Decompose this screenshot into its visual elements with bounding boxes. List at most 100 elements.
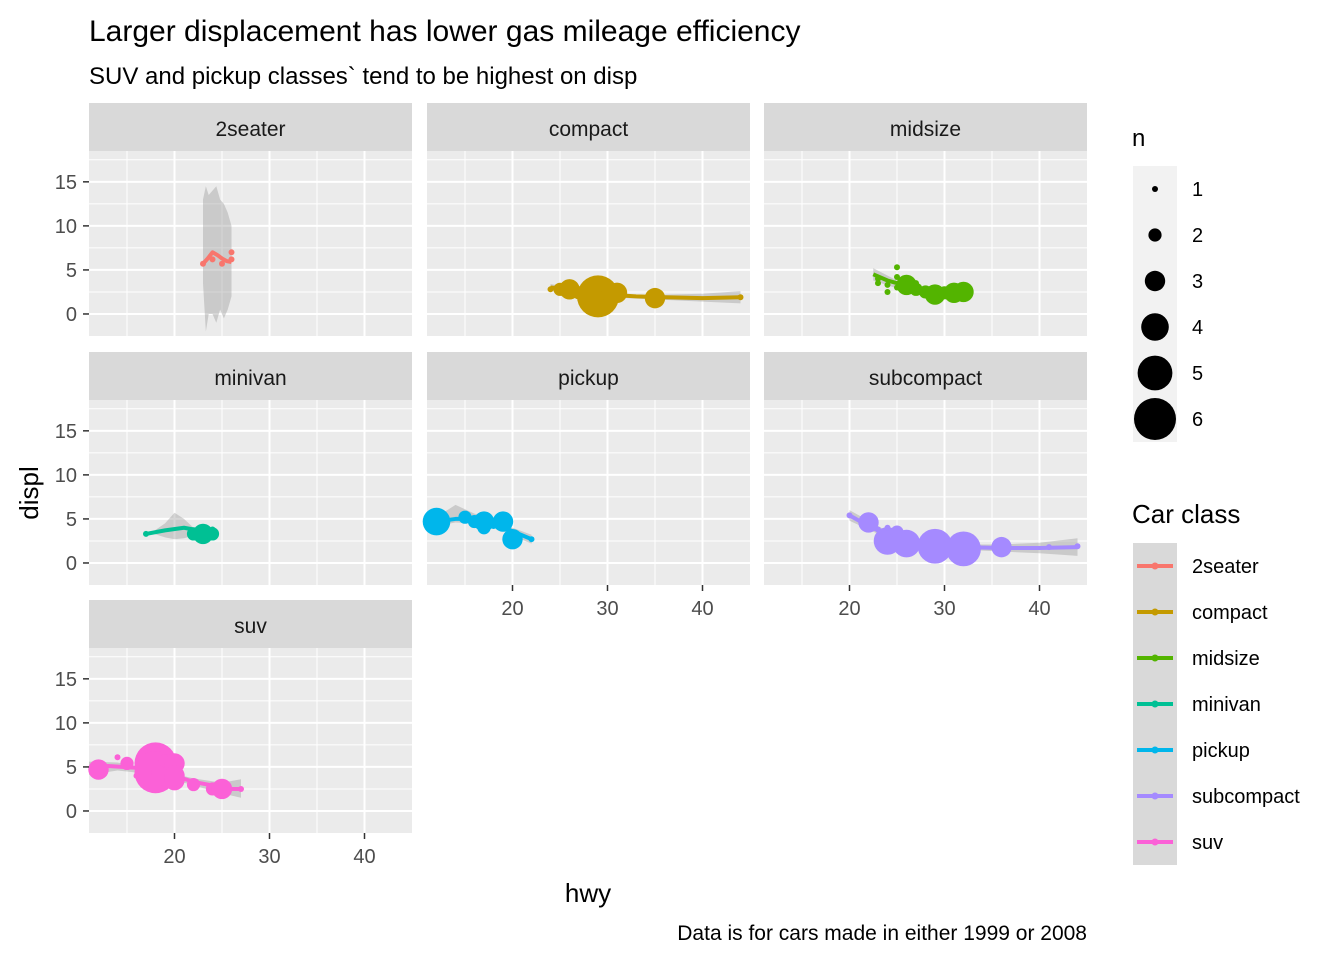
size-legend: n 1 2 3 4 5 6	[1132, 125, 1203, 442]
data-point	[875, 280, 881, 287]
smooth-line	[201, 250, 232, 266]
data-point	[120, 756, 134, 771]
data-point	[846, 512, 853, 519]
data-point	[737, 294, 744, 301]
data-point	[500, 525, 506, 532]
x-tick-label: 20	[501, 598, 523, 620]
y-tick-label: 0	[66, 304, 77, 326]
data-point	[502, 528, 523, 550]
y-axis-label: displ	[14, 466, 44, 519]
y-tick-label: 5	[66, 757, 77, 779]
color-legend-point	[1151, 838, 1159, 846]
data-point	[577, 275, 619, 318]
color-legend-point	[1151, 562, 1159, 570]
size-legend-point	[1137, 355, 1173, 391]
size-legend-label: 3	[1192, 271, 1203, 293]
confidence-band	[849, 510, 1078, 556]
data-point	[228, 256, 235, 263]
data-point	[894, 526, 900, 533]
x-tick-label: 40	[691, 598, 713, 620]
data-point	[422, 507, 451, 536]
chart-subtitle: SUV and pickup classes` tend to be highe…	[89, 63, 637, 90]
data-point	[209, 533, 216, 540]
size-legend-label: 6	[1192, 409, 1203, 431]
data-point	[1046, 544, 1052, 551]
data-point	[238, 785, 244, 792]
data-point	[211, 778, 233, 800]
facet-panel-midsize: midsize	[764, 103, 1087, 336]
data-point	[884, 288, 891, 295]
data-point	[884, 524, 891, 531]
data-point	[606, 282, 628, 304]
color-legend-label: suv	[1192, 832, 1223, 854]
size-legend-title: n	[1132, 125, 1145, 152]
data-point	[894, 264, 900, 271]
data-point	[1074, 543, 1081, 550]
color-legend-label: compact	[1192, 602, 1268, 624]
data-point	[209, 526, 216, 533]
x-tick-label: 20	[163, 846, 185, 868]
y-tick-label: 10	[55, 465, 77, 487]
y-tick-label: 15	[55, 172, 77, 194]
color-legend-label: pickup	[1192, 740, 1250, 762]
color-legend-label: 2seater	[1192, 556, 1259, 578]
size-legend-point	[1152, 186, 1158, 192]
facet-panels: 2seater 0 5 10 15 compact midsize minivan 0 5 10 15…	[55, 103, 1087, 868]
data-point	[917, 528, 953, 564]
color-legend: Car class 2seater compact midsize minivan pic…	[1132, 499, 1300, 865]
confidence-band	[89, 761, 241, 798]
facet-strip-label: midsize	[890, 118, 961, 141]
size-legend-label: 1	[1192, 179, 1203, 201]
data-point	[892, 529, 921, 558]
data-point	[953, 281, 974, 303]
color-legend-point	[1151, 792, 1159, 800]
data-point	[644, 287, 666, 309]
size-legend-point	[1148, 228, 1162, 242]
data-point	[991, 536, 1012, 558]
data-point	[528, 536, 535, 543]
facet-panel-minivan: minivan 0 5 10 15	[55, 352, 412, 585]
y-tick-label: 10	[55, 713, 77, 735]
data-point	[903, 275, 910, 282]
data-point	[133, 772, 140, 779]
color-legend-label: subcompact	[1192, 786, 1300, 808]
y-tick-label: 10	[55, 216, 77, 238]
color-legend-point	[1151, 746, 1159, 754]
y-tick-label: 0	[66, 801, 77, 823]
chart-caption: Data is for cars made in either 1999 or …	[677, 922, 1087, 945]
data-point	[492, 511, 514, 532]
x-tick-label: 30	[258, 846, 280, 868]
color-legend-point	[1151, 608, 1159, 616]
size-legend-label: 2	[1192, 225, 1203, 247]
facet-panel-pickup: pickup 20 30 40	[422, 352, 750, 620]
facet-strip	[764, 352, 1087, 400]
data-point	[477, 521, 491, 535]
y-tick-label: 15	[55, 669, 77, 691]
facet-strip-label: pickup	[558, 367, 619, 390]
facet-strip-label: compact	[549, 118, 629, 141]
facet-strip-label: 2seater	[215, 118, 285, 141]
facet-strip	[427, 352, 750, 400]
facet-strip	[764, 103, 1087, 151]
facet-strip	[89, 103, 412, 151]
data-point	[875, 275, 881, 282]
data-point	[200, 260, 206, 267]
data-point	[932, 284, 938, 291]
data-point	[164, 765, 185, 786]
confidence-band	[203, 186, 232, 332]
facet-strip-label: subcompact	[869, 367, 982, 390]
facet-strip-label: suv	[234, 615, 267, 638]
x-tick-label: 40	[353, 846, 375, 868]
facet-strip-label: minivan	[214, 367, 286, 390]
data-point	[192, 523, 214, 545]
data-point	[200, 526, 206, 533]
data-point	[209, 256, 216, 263]
x-axis-label: hwy	[565, 878, 611, 908]
size-legend-point	[1144, 270, 1166, 292]
data-point	[894, 273, 900, 280]
data-point	[884, 281, 891, 288]
data-point	[946, 531, 981, 567]
data-point	[913, 280, 919, 287]
data-point	[88, 759, 109, 780]
